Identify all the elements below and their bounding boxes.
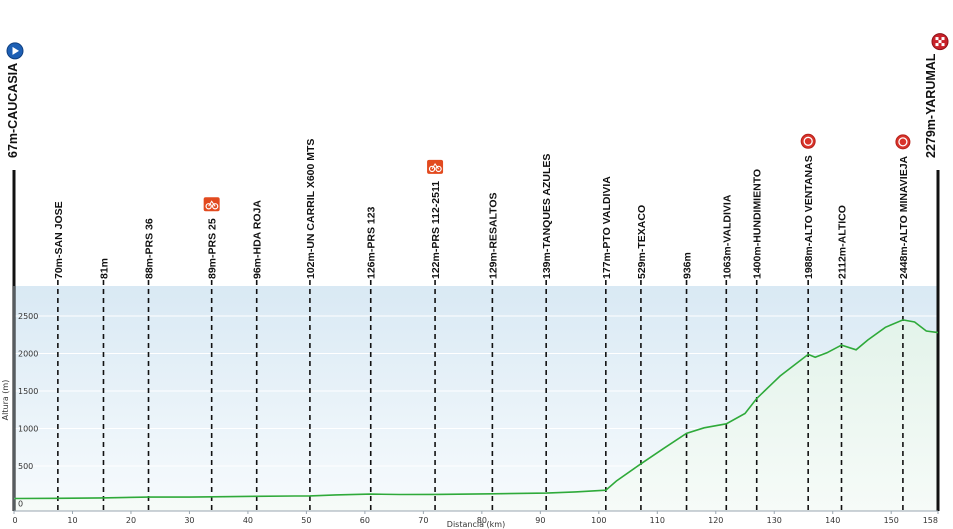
elevation-line <box>13 319 939 500</box>
marker-label-9: 139m-TANQUES AZULES <box>541 154 553 279</box>
y-tick-label: 0 <box>18 500 23 509</box>
elevation-area <box>14 319 938 511</box>
marker-icons <box>6 33 949 212</box>
y-tick-label: 2500 <box>18 312 38 321</box>
marker-label-6: 126m-PRS 123 <box>366 206 378 279</box>
marker-label-5: 102m-UN CARRIL X600 MTS <box>305 139 317 279</box>
x-tick-label: 10 <box>67 516 77 525</box>
sprint-icon <box>427 159 444 174</box>
finish-flag-icon <box>931 33 949 51</box>
x-tick-label: 90 <box>535 516 545 525</box>
marker-label-4: 96m-HDA ROJA <box>252 200 264 279</box>
x-tick-label: 80 <box>477 516 487 525</box>
marker-label-1: 81m <box>98 258 110 279</box>
x-tick-label: 120 <box>708 516 723 525</box>
marker-label-14: 1400m-HUNDIMIENTO <box>752 169 764 279</box>
x-tick-label: 40 <box>243 516 253 525</box>
x-tick-label: 130 <box>767 516 782 525</box>
marker-label-3: 89m-PRS 25 <box>207 218 219 279</box>
marker-label-2: 88m-PRS 36 <box>144 218 156 279</box>
marker-label-15: 1988m-ALTO VENTANAS <box>803 155 815 279</box>
x-tick-label: 70 <box>418 516 428 525</box>
x-tick-label: 30 <box>184 516 194 525</box>
marker-label-13: 1063m-VALDIVIA <box>721 194 733 279</box>
marker-label-0: 70m-SAN JOSE <box>53 201 65 279</box>
climb-hc-icon <box>800 133 816 149</box>
y-tick-label: 2000 <box>18 350 38 359</box>
y-tick-label: 500 <box>18 462 33 471</box>
marker-label-11: 529m-TEXACO <box>636 205 648 279</box>
sprint-icon <box>203 197 220 212</box>
marker-label-17: 2448m-ALTO MINAVIEJA <box>898 155 910 279</box>
x-tick-label: 158 <box>923 516 938 525</box>
x-ticks: 0 10 20 30 40 50 60 70 80 90 100 110 120 130 140 150 158 <box>12 511 939 525</box>
start-label: 67m-CAUCASIA <box>6 63 20 158</box>
marker-label-16: 2112m-ALTICO <box>837 205 849 279</box>
finish-label: 2279m-YARUMAL <box>924 53 938 158</box>
marker-label-10: 177m-PTO VALDIVIA <box>601 176 613 279</box>
x-tick-label: 150 <box>884 516 899 525</box>
marker-label-8: 129m-RESALTOS <box>487 192 499 279</box>
marker-label-12: 936m <box>682 252 694 279</box>
y-ticks: 0 500 1000 1500 2000 2500 <box>18 312 38 509</box>
x-tick-label: 60 <box>360 516 370 525</box>
y-tick-label: 1000 <box>18 425 38 434</box>
x-tick-label: 100 <box>591 516 606 525</box>
marker-labels: 70m-SAN JOSE 81m 88m-PRS 36 89m-PRS 25 96m-H… <box>6 53 938 279</box>
x-tick-label: 20 <box>126 516 136 525</box>
x-tick-label: 110 <box>650 516 665 525</box>
marker-label-7: 122m-PRS 112-2511 <box>430 181 442 279</box>
x-tick-label: 50 <box>301 516 311 525</box>
start-icon <box>6 42 24 60</box>
y-tick-label: 1500 <box>18 387 38 396</box>
x-tick-label: 0 <box>12 516 17 525</box>
x-axis-label: Distancia (km) <box>447 520 505 529</box>
x-tick-label: 140 <box>825 516 840 525</box>
climb-cat2-icon <box>895 134 911 150</box>
y-axis-label: Altura (m) <box>1 380 10 421</box>
